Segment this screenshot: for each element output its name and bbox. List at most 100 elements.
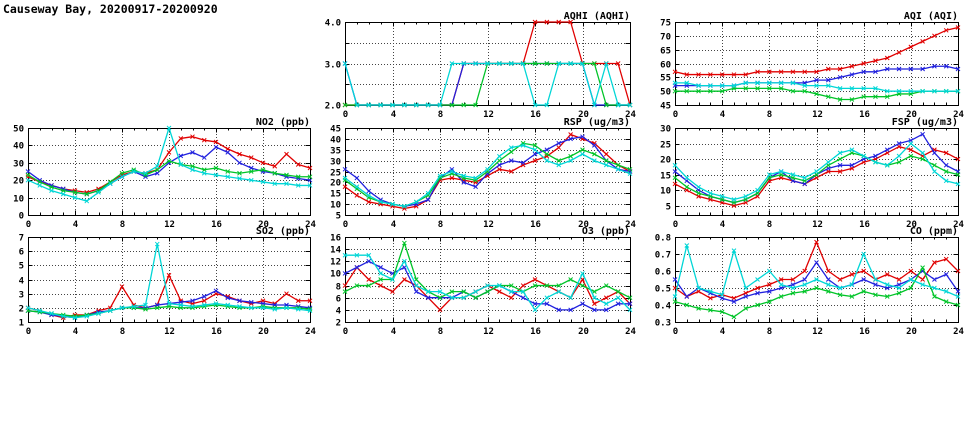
y-tick-label: 5	[19, 262, 24, 272]
y-tick-label: 7	[19, 234, 24, 244]
y-tick-label: 4.0	[325, 19, 341, 29]
y-tick-label: 20	[330, 179, 341, 189]
y-tick-label: 4	[19, 277, 25, 287]
chart-co: 0.3 0.4 0.5 0.6 0.7 0.8 0 4 8 12 16 20 24 CO (ppm)	[655, 226, 965, 337]
chart-title-fsp: FSP (ug/m3)	[892, 117, 958, 128]
y-tick-label: 2	[19, 305, 24, 315]
y-tick-label: 45	[330, 125, 341, 135]
y-tick-label: 30	[330, 158, 341, 168]
y-tick-label: 10	[13, 195, 24, 205]
series-markers-blue	[672, 131, 961, 205]
x-tick-label: 24	[625, 327, 636, 337]
x-tick-label: 0	[26, 327, 31, 337]
x-tick-label: 8	[438, 327, 443, 337]
x-tick-label: 24	[625, 110, 636, 120]
x-tick-label: 16	[211, 220, 222, 230]
series-markers-cyan	[672, 80, 961, 94]
x-tick-label: 16	[530, 220, 541, 230]
x-tick-label: 20	[906, 110, 917, 120]
y-tick-label: 2.0	[325, 102, 341, 112]
y-tick-label: 8	[336, 283, 341, 293]
series-line-red	[674, 241, 959, 299]
x-tick-label: 4	[73, 220, 79, 230]
x-tick-label: 0	[673, 327, 678, 337]
y-tick-label: 0.4	[655, 302, 672, 312]
x-tick-label: 0	[26, 220, 31, 230]
y-tick-label: 0.8	[655, 234, 671, 244]
chart-title-so2: SO2 (ppb)	[256, 226, 310, 237]
x-tick-label: 0	[343, 327, 348, 337]
series-line-cyan	[675, 82, 958, 92]
series-markers-red	[672, 25, 961, 77]
y-tick-label: 60	[660, 61, 671, 71]
chart-title-aqi: AQI (AQI)	[904, 11, 958, 22]
series-markers-cyan	[342, 61, 633, 108]
x-tick-label: 24	[625, 220, 636, 230]
x-tick-label: 12	[164, 327, 175, 337]
series-line-red	[27, 274, 310, 319]
x-tick-label: 16	[530, 327, 541, 337]
x-tick-label: 8	[120, 327, 125, 337]
x-tick-label: 0	[673, 220, 678, 230]
y-tick-label: 0.3	[655, 319, 671, 329]
x-tick-label: 12	[483, 110, 494, 120]
y-tick-label: 0	[19, 212, 24, 222]
x-tick-label: 8	[438, 110, 443, 120]
x-tick-label: 12	[812, 327, 823, 337]
chart-no2: 0 10 20 30 40 50 0 4 8 12 16 20 24 NO2 (ppb)	[13, 117, 316, 230]
x-tick-label: 4	[720, 220, 726, 230]
y-tick-label: 3	[19, 291, 24, 301]
y-tick-label: 10	[330, 201, 341, 211]
y-tick-label: 0.7	[655, 251, 671, 261]
series-line-blue	[675, 65, 959, 87]
y-tick-label: 3.0	[325, 61, 341, 71]
x-tick-label: 8	[120, 220, 125, 230]
x-tick-label: 4	[391, 327, 397, 337]
x-tick-label: 12	[812, 220, 823, 230]
y-tick-label: 6	[19, 248, 24, 258]
y-tick-label: 4	[336, 307, 342, 317]
y-tick-label: 5	[336, 212, 341, 222]
y-tick-label: 10	[330, 270, 341, 280]
x-tick-label: 8	[438, 220, 443, 230]
y-tick-label: 1	[19, 319, 24, 329]
x-tick-label: 24	[953, 110, 964, 120]
y-tick-label: 16	[330, 234, 341, 244]
x-tick-label: 16	[859, 220, 870, 230]
series-markers-cyan	[672, 243, 961, 299]
series-markers-cyan	[342, 143, 633, 209]
x-tick-label: 4	[391, 220, 397, 230]
y-tick-label: 75	[660, 19, 671, 29]
chart-title-rsp: RSP (ug/m3)	[564, 117, 630, 128]
x-tick-label: 20	[578, 220, 589, 230]
x-tick-label: 12	[483, 327, 494, 337]
y-tick-label: 14	[330, 246, 341, 256]
x-tick-label: 8	[767, 327, 772, 337]
y-tick-label: 30	[660, 125, 671, 135]
y-tick-label: 45	[660, 102, 671, 112]
x-tick-label: 12	[483, 220, 494, 230]
x-tick-label: 4	[73, 327, 79, 337]
y-tick-label: 30	[13, 160, 24, 170]
x-tick-label: 12	[812, 110, 823, 120]
y-tick-label: 50	[13, 125, 24, 135]
chart-aqi: 45 50 55 60 65 70 75 0 4 8 12 16 20 24 AQI (AQI)	[660, 11, 964, 120]
x-tick-label: 16	[859, 327, 870, 337]
x-tick-label: 24	[953, 220, 964, 230]
chart-title-no2: NO2 (ppb)	[256, 117, 310, 128]
series-markers-blue	[672, 63, 961, 88]
x-tick-label: 8	[767, 110, 772, 120]
series-line-green	[27, 160, 310, 195]
x-tick-label: 24	[305, 327, 316, 337]
chart-title-co: CO (ppm)	[910, 226, 958, 237]
series-markers-cyan	[672, 141, 961, 202]
series-line-green	[344, 142, 631, 207]
y-tick-label: 12	[330, 258, 341, 268]
x-tick-label: 20	[258, 327, 269, 337]
y-tick-label: 55	[660, 74, 671, 84]
y-tick-label: 5	[666, 203, 671, 213]
